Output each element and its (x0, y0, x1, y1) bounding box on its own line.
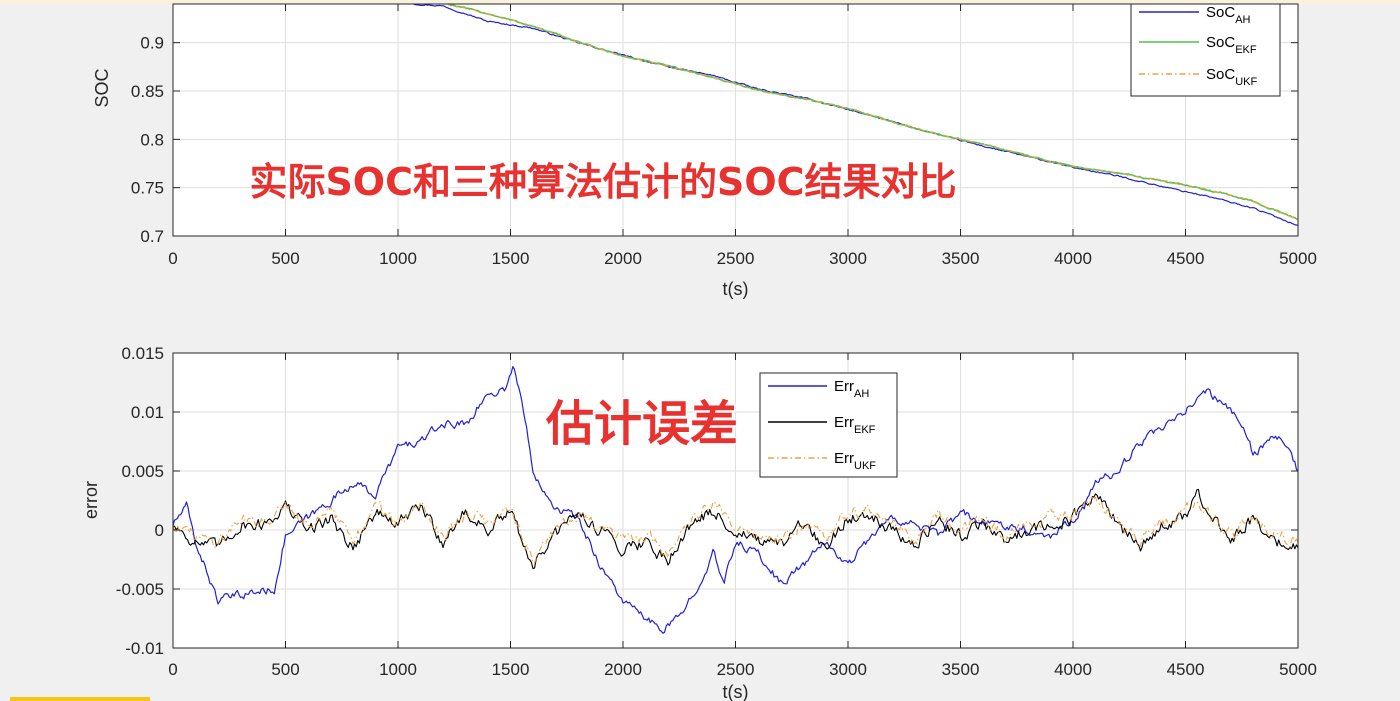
x-tick-label: 1500 (492, 660, 530, 679)
legend-entry-name: SoC (1206, 66, 1235, 83)
x-tick-label: 500 (271, 249, 299, 268)
legend-entry-subscript: EKF (1235, 44, 1257, 56)
legend-entry-ekf: ErrEKF (834, 414, 876, 436)
x-tick-label: 2500 (717, 660, 755, 679)
legend-entry-subscript: UKF (1235, 76, 1257, 88)
y-tick-label: 0.75 (131, 179, 164, 198)
x-tick-label: 2500 (717, 249, 755, 268)
series-line-ah (413, 3, 1299, 226)
top-strip (0, 0, 1400, 4)
legend-entry-subscript: EKF (854, 424, 876, 436)
series-line-ah (172, 366, 1299, 634)
legend-entry-name: SoC (1206, 34, 1235, 51)
x-tick-label: 3500 (942, 660, 980, 679)
x-tick-label: 5000 (1279, 249, 1317, 268)
series-line-ukf (172, 496, 1299, 564)
legend-box (759, 372, 898, 478)
y-tick-label: 0 (155, 521, 164, 540)
x-tick-label: 0 (168, 660, 177, 679)
x-tick-label: 1500 (492, 249, 530, 268)
legend-entry-name: Err (834, 414, 854, 431)
series-line-ekf (173, 488, 1299, 570)
legend-entry-name: Err (834, 378, 854, 395)
y-axis-label: error (81, 481, 101, 519)
y-tick-label: 0.015 (121, 344, 164, 363)
overlay-caption: 实际SOC和三种算法估计的SOC结果对比 (249, 160, 956, 204)
y-tick-label: 0.01 (131, 403, 164, 422)
x-tick-label: 3500 (942, 249, 980, 268)
y-tick-label: 0.7 (140, 227, 164, 246)
x-tick-label: 2000 (604, 660, 642, 679)
bottom-progress-strip (10, 697, 150, 701)
x-axis-label: t(s) (723, 279, 749, 299)
legend-entry-ah: ErrAH (834, 378, 869, 400)
legend-entry-subscript: AH (1235, 14, 1250, 26)
soc-chart: 0 500 1000 1500 2000 2500 3000 3500 4000 4500 5000… (92, 3, 1317, 299)
y-tick-label: -0.01 (125, 639, 164, 658)
legend-entry-ukf: SoCUKF (1206, 66, 1257, 88)
legend-entry-name: SoC (1206, 4, 1235, 21)
overlay-caption: 估计误差 (545, 396, 738, 452)
y-tick-label: 0.8 (140, 130, 164, 149)
x-tick-label: 500 (271, 660, 299, 679)
series-line-ukf (447, 3, 1299, 221)
x-tick-label: 5000 (1279, 660, 1317, 679)
y-tick-label: 0.005 (121, 462, 164, 481)
x-tick-label: 4500 (1167, 249, 1205, 268)
y-axis-label: SOC (92, 68, 112, 107)
legend-entry-ah: SoCAH (1206, 4, 1251, 26)
x-tick-label: 1000 (379, 249, 417, 268)
legend-entry-subscript: AH (854, 388, 869, 400)
error-chart: 0 500 1000 1500 2000 2500 3000 3500 4000 4500 5000… (81, 344, 1317, 701)
y-tick-label: 0.85 (131, 82, 164, 101)
x-tick-label: 4000 (1054, 660, 1092, 679)
y-tick-label: -0.005 (116, 580, 164, 599)
x-tick-label: 4000 (1054, 249, 1092, 268)
x-tick-label: 3000 (829, 660, 867, 679)
legend-entry-ekf: SoCEKF (1206, 34, 1257, 56)
legend-entry-subscript: UKF (854, 460, 876, 472)
x-tick-label: 2000 (604, 249, 642, 268)
x-tick-label: 1000 (379, 660, 417, 679)
legend-entry-name: Err (834, 450, 854, 467)
legend-box (1130, 3, 1281, 97)
x-tick-label: 4500 (1167, 660, 1205, 679)
y-tick-label: 0.9 (140, 34, 164, 53)
x-tick-label: 0 (168, 249, 177, 268)
x-axis-label: t(s) (723, 682, 749, 701)
x-tick-label: 3000 (829, 249, 867, 268)
legend-entry-ukf: ErrUKF (834, 450, 876, 472)
